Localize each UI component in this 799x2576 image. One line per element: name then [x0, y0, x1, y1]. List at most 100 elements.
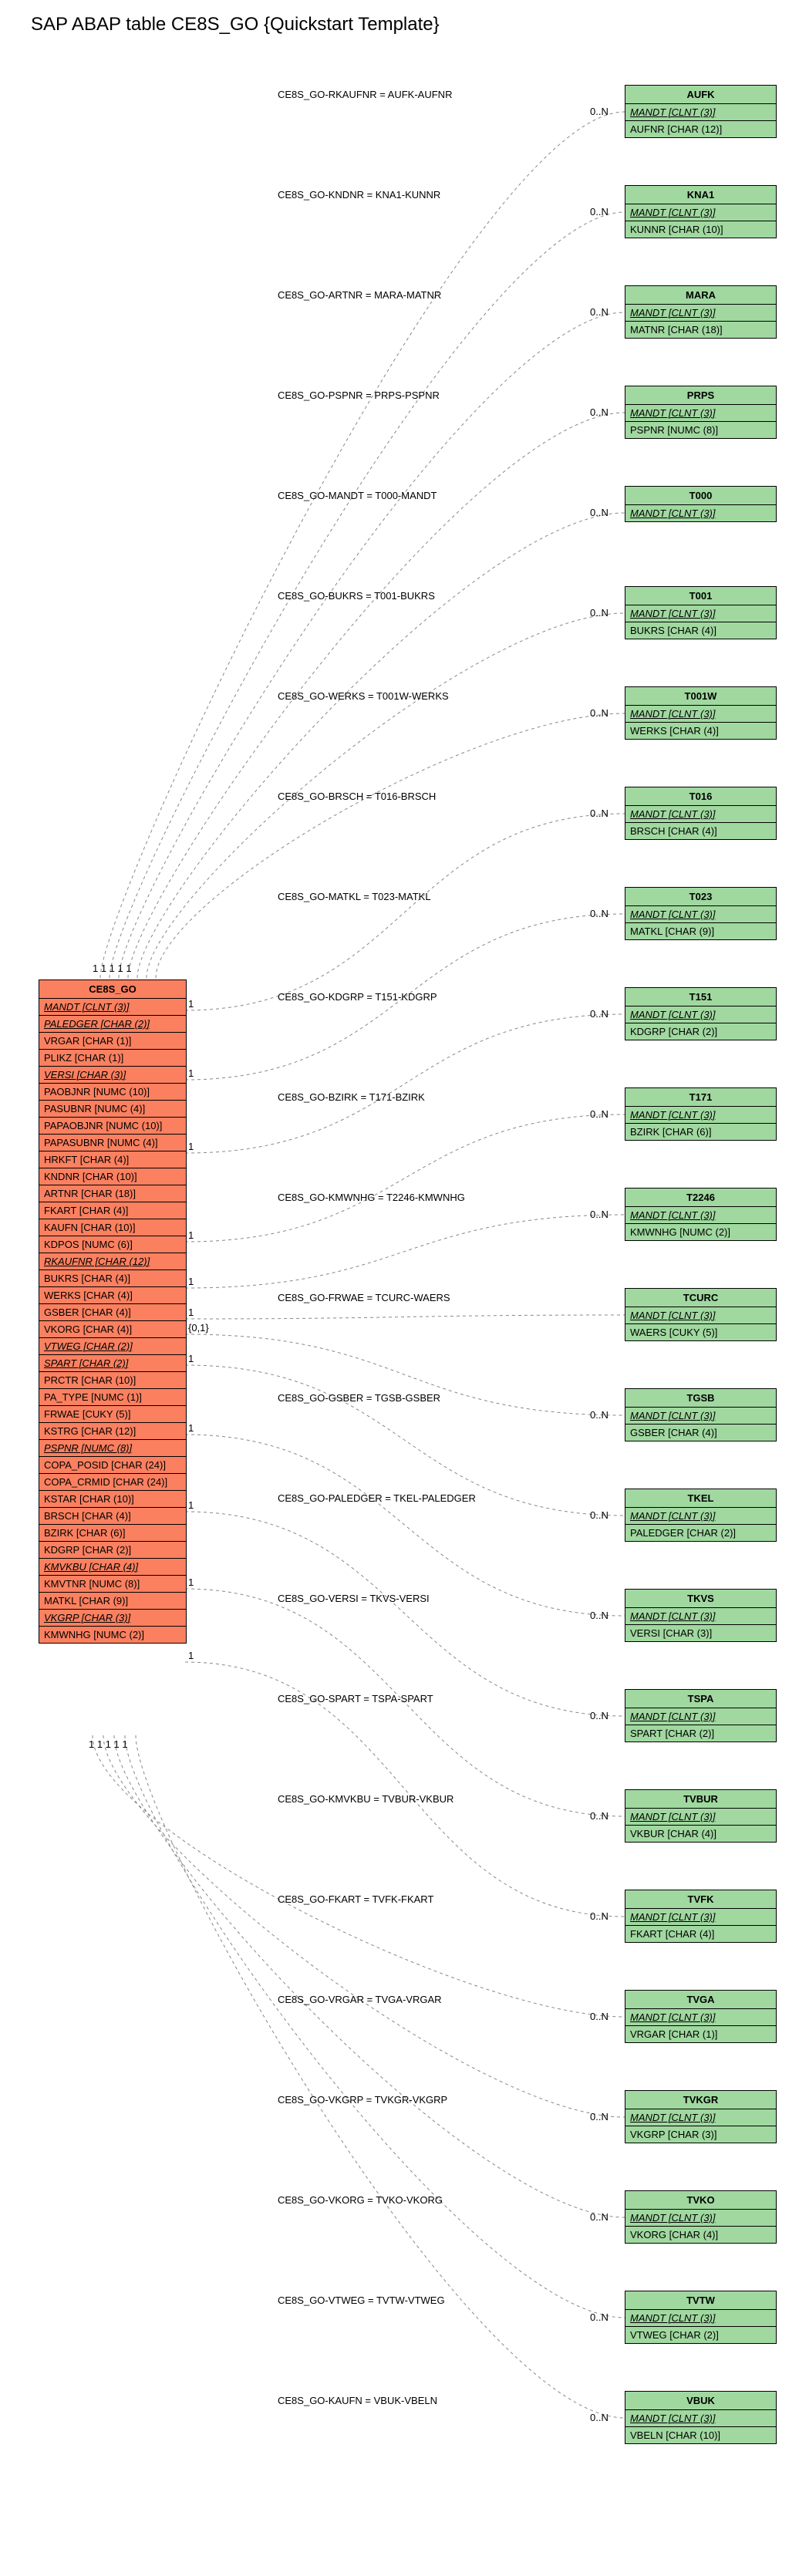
entity-field: MANDT [CLNT (3)] — [625, 1708, 776, 1725]
er-diagram: CE8S_GOMANDT [CLNT (3)]PALEDGER [CHAR (2… — [8, 39, 791, 2568]
edge-label: CE8S_GO-PALEDGER = TKEL-PALEDGER — [278, 1492, 476, 1504]
entity-field: MANDT [CLNT (3)] — [625, 1006, 776, 1023]
cardinality-label: 0..N — [590, 2011, 609, 2022]
entity-tkel: TKELMANDT [CLNT (3)]PALEDGER [CHAR (2)] — [625, 1489, 777, 1542]
entity-title: T016 — [625, 787, 776, 806]
entity-field: SPART [CHAR (2)] — [625, 1725, 776, 1741]
entity-t001: T001MANDT [CLNT (3)]BUKRS [CHAR (4)] — [625, 586, 777, 639]
cardinality-label: 1 — [188, 1067, 194, 1079]
cardinality-label: 1 — [188, 1229, 194, 1241]
entity-field: FKART [CHAR (4)] — [625, 1926, 776, 1942]
cardinality-label: 0..N — [590, 1810, 609, 1822]
entity-field: MANDT [CLNT (3)] — [625, 1408, 776, 1425]
cardinality-label: 0..N — [590, 2211, 609, 2223]
entity-field: MANDT [CLNT (3)] — [625, 505, 776, 521]
entity-field: MATKL [CHAR (9)] — [625, 923, 776, 939]
cardinality-label: 0..N — [590, 206, 609, 217]
entity-t001w: T001WMANDT [CLNT (3)]WERKS [CHAR (4)] — [625, 686, 777, 740]
entity-title: T151 — [625, 988, 776, 1006]
entity-field: KAUFN [CHAR (10)] — [39, 1219, 186, 1236]
edge-label: CE8S_GO-KMVKBU = TVBUR-VKBUR — [278, 1793, 453, 1805]
entity-field: PASUBNR [NUMC (4)] — [39, 1101, 186, 1118]
cardinality-label: 1 — [188, 998, 194, 1010]
entity-field: WERKS [CHAR (4)] — [39, 1287, 186, 1304]
entity-mara: MARAMANDT [CLNT (3)]MATNR [CHAR (18)] — [625, 285, 777, 339]
entity-field: PAPASUBNR [NUMC (4)] — [39, 1135, 186, 1151]
entity-tkvs: TKVSMANDT [CLNT (3)]VERSI [CHAR (3)] — [625, 1589, 777, 1642]
entity-field: VKGRP [CHAR (3)] — [39, 1610, 186, 1627]
entity-field: VERSI [CHAR (3)] — [39, 1067, 186, 1084]
entity-title: TKVS — [625, 1590, 776, 1608]
entity-field: PALEDGER [CHAR (2)] — [39, 1016, 186, 1033]
entity-field: PSPNR [NUMC (8)] — [625, 422, 776, 438]
entity-title: TVKO — [625, 2191, 776, 2210]
entity-title: VBUK — [625, 2392, 776, 2410]
entity-field: WAERS [CUKY (5)] — [625, 1324, 776, 1340]
entity-field: VTWEG [CHAR (2)] — [625, 2327, 776, 2343]
entity-field: KSTRG [CHAR (12)] — [39, 1423, 186, 1440]
entity-title: PRPS — [625, 386, 776, 405]
edge-label: CE8S_GO-BZIRK = T171-BZIRK — [278, 1091, 425, 1103]
entity-t000: T000MANDT [CLNT (3)] — [625, 486, 777, 522]
entity-field: VRGAR [CHAR (1)] — [625, 2026, 776, 2042]
entity-t016: T016MANDT [CLNT (3)]BRSCH [CHAR (4)] — [625, 787, 777, 840]
edge-label: CE8S_GO-MANDT = T000-MANDT — [278, 490, 437, 501]
edge-label: CE8S_GO-FKART = TVFK-FKART — [278, 1893, 433, 1905]
entity-prps: PRPSMANDT [CLNT (3)]PSPNR [NUMC (8)] — [625, 386, 777, 439]
cardinality-label: 0..N — [590, 1409, 609, 1421]
entity-title: TVTW — [625, 2291, 776, 2310]
entity-tvga: TVGAMANDT [CLNT (3)]VRGAR [CHAR (1)] — [625, 1990, 777, 2043]
cardinality-label: 0..N — [590, 1108, 609, 1120]
entity-field: MATNR [CHAR (18)] — [625, 322, 776, 338]
entity-title: KNA1 — [625, 186, 776, 204]
cardinality-label: 0..N — [590, 2311, 609, 2323]
entity-field: COPA_POSID [CHAR (24)] — [39, 1457, 186, 1474]
entity-field: MANDT [CLNT (3)] — [625, 1307, 776, 1324]
cardinality-label: 1 — [188, 1353, 194, 1364]
entity-tvkgr: TVKGRMANDT [CLNT (3)]VKGRP [CHAR (3)] — [625, 2090, 777, 2143]
edge-label: CE8S_GO-BRSCH = T016-BRSCH — [278, 791, 436, 802]
cardinality-label: 1 — [188, 1141, 194, 1152]
entity-field: MANDT [CLNT (3)] — [39, 999, 186, 1016]
entity-field: ARTNR [CHAR (18)] — [39, 1185, 186, 1202]
entity-title: T001W — [625, 687, 776, 706]
entity-field: BRSCH [CHAR (4)] — [625, 823, 776, 839]
entity-field: MATKL [CHAR (9)] — [39, 1593, 186, 1610]
entity-field: VKORG [CHAR (4)] — [625, 2227, 776, 2243]
entity-field: MANDT [CLNT (3)] — [625, 2210, 776, 2227]
entity-title: TGSB — [625, 1389, 776, 1408]
entity-field: MANDT [CLNT (3)] — [625, 1909, 776, 1926]
cardinality-label: 0..N — [590, 1209, 609, 1220]
entity-field: KMWNHG [NUMC (2)] — [625, 1224, 776, 1240]
page-title: SAP ABAP table CE8S_GO {Quickstart Templ… — [31, 14, 799, 35]
cardinality-label: 1 — [188, 1276, 194, 1287]
entity-field: BUKRS [CHAR (4)] — [39, 1270, 186, 1287]
edge-label: CE8S_GO-KAUFN = VBUK-VBELN — [278, 2395, 437, 2406]
entity-title: TVGA — [625, 1991, 776, 2009]
cardinality-label: 0..N — [590, 1008, 609, 1020]
cardinality-label: 1 — [188, 1576, 194, 1588]
entity-field: KUNNR [CHAR (10)] — [625, 221, 776, 238]
entity-title: T023 — [625, 888, 776, 906]
entity-field: VBELN [CHAR (10)] — [625, 2427, 776, 2443]
entity-field: WERKS [CHAR (4)] — [625, 723, 776, 739]
entity-field: KNDNR [CHAR (10)] — [39, 1168, 186, 1185]
cardinality-label: 0..N — [590, 1910, 609, 1922]
entity-title: T000 — [625, 487, 776, 505]
entity-tvko: TVKOMANDT [CLNT (3)]VKORG [CHAR (4)] — [625, 2190, 777, 2244]
entity-field: GSBER [CHAR (4)] — [39, 1304, 186, 1321]
entity-title: MARA — [625, 286, 776, 305]
entity-title: TVKGR — [625, 2091, 776, 2109]
entity-aufk: AUFKMANDT [CLNT (3)]AUFNR [CHAR (12)] — [625, 85, 777, 138]
cardinality-label: 0..N — [590, 808, 609, 819]
entity-title: CE8S_GO — [39, 980, 186, 999]
cardinality-label: 0..N — [590, 2111, 609, 2123]
entity-field: MANDT [CLNT (3)] — [625, 2009, 776, 2026]
entity-field: KDPOS [NUMC (6)] — [39, 1236, 186, 1253]
entity-t2246: T2246MANDT [CLNT (3)]KMWNHG [NUMC (2)] — [625, 1188, 777, 1241]
entity-field: MANDT [CLNT (3)] — [625, 2109, 776, 2126]
entity-field: PLIKZ [CHAR (1)] — [39, 1050, 186, 1067]
entity-field: KDGRP [CHAR (2)] — [39, 1542, 186, 1559]
cardinality-label: 0..N — [590, 1509, 609, 1521]
edge-label: CE8S_GO-KDGRP = T151-KDGRP — [278, 991, 437, 1003]
